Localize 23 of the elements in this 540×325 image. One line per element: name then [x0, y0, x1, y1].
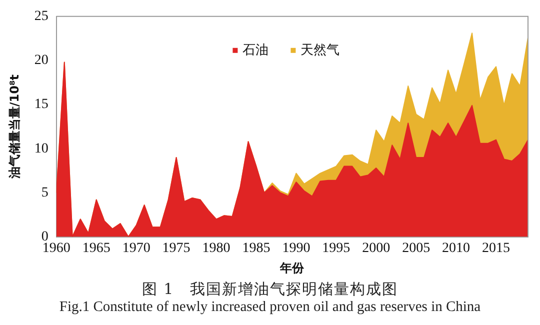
- x-tick-label: 2010: [442, 240, 470, 256]
- y-tick-label: 25: [34, 9, 48, 24]
- x-tick-label: 1960: [42, 240, 70, 256]
- x-tick-label: 1970: [122, 240, 150, 256]
- x-tick-label: 2015: [482, 240, 510, 256]
- y-tick-label: 20: [34, 53, 48, 68]
- x-tick-label: 1965: [82, 240, 110, 256]
- x-tick-label: 2000: [362, 240, 390, 256]
- x-tick-label: 1980: [202, 240, 230, 256]
- x-axis-title: 年份: [279, 260, 306, 275]
- y-tick-label: 10: [34, 141, 48, 156]
- legend-label: 天然气: [300, 42, 340, 58]
- text: 图 1 我国新增油气探明储量构成图: [140, 280, 400, 299]
- y-tick-label: 5: [41, 185, 48, 200]
- x-tick-label: 2005: [402, 240, 430, 256]
- x-tick-label: 1985: [242, 240, 270, 256]
- x-tick-label: 1990: [282, 240, 310, 256]
- text: Fig.1 Constitute of newly increased proven oil and gas reserves in China: [58, 299, 482, 316]
- y-axis-title: 油气储量当量/10⁸t: [7, 74, 22, 180]
- y-tick-label: 15: [34, 97, 48, 112]
- x-tick-label: 1975: [162, 240, 190, 256]
- legend-label: 石油: [242, 42, 269, 58]
- x-tick-label: 1995: [322, 240, 350, 256]
